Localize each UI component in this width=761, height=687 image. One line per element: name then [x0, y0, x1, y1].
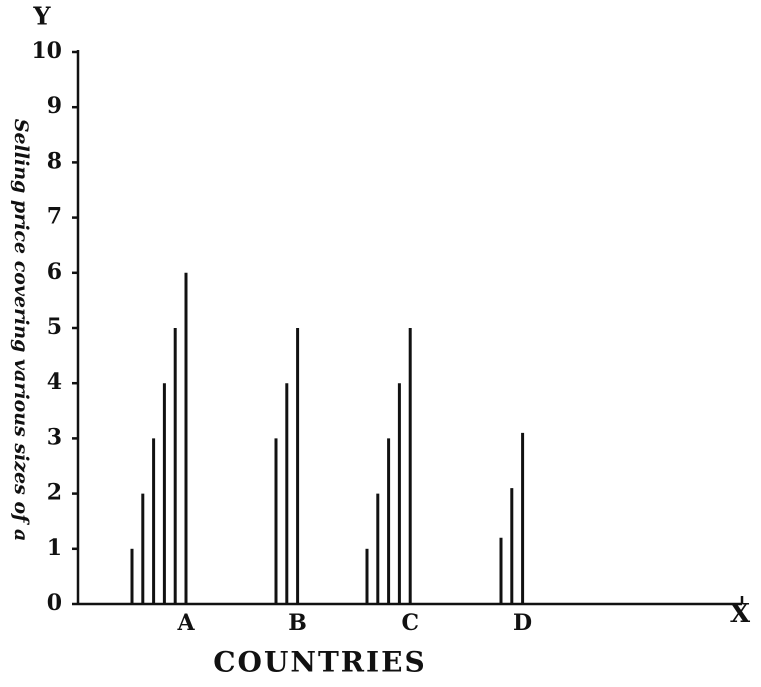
- y-tick-label: 9: [47, 93, 62, 119]
- y-tick-label: 10: [31, 38, 62, 64]
- y-axis-label: Selling price covering various sizes of …: [10, 119, 32, 542]
- x-tick-label: B: [288, 610, 307, 636]
- x-axis-label: COUNTRIES: [213, 646, 426, 679]
- y-tick-label: 6: [47, 259, 62, 285]
- y-tick-label: 8: [47, 148, 62, 174]
- y-tick-label: 3: [47, 424, 62, 450]
- y-tick-label: 2: [47, 480, 62, 506]
- x-tick-label: C: [401, 610, 419, 636]
- x-tick-label: A: [176, 610, 195, 636]
- x-axis-name: X: [730, 599, 751, 629]
- x-tick-label: D: [513, 610, 532, 636]
- y-tick-label: 4: [47, 369, 62, 395]
- y-tick-label: 1: [47, 535, 62, 561]
- y-axis-name: Y: [32, 2, 51, 31]
- y-tick-label: 5: [47, 314, 62, 340]
- y-tick-label: 7: [47, 204, 62, 230]
- y-tick-label: 0: [47, 590, 62, 616]
